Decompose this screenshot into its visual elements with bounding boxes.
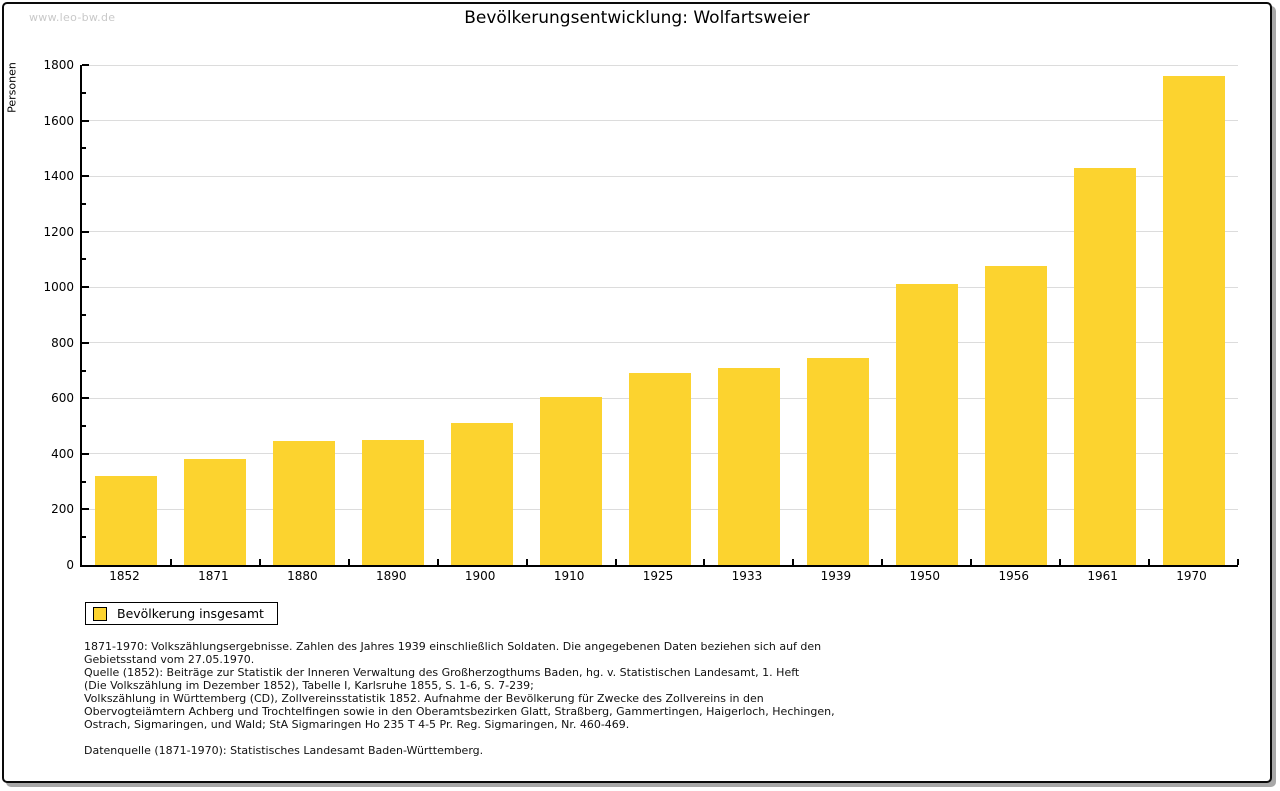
x-axis-tick-label: 1910 [553, 569, 585, 583]
x-axis-tick-label: 1852 [109, 569, 140, 583]
data-source-line: Datenquelle (1871-1970): Statistisches L… [84, 744, 484, 757]
x-axis-tick-label: 1950 [909, 569, 941, 583]
y-axis-tick [82, 314, 86, 316]
x-axis-tick [792, 559, 795, 565]
legend-label: Bevölkerung insgesamt [117, 606, 264, 621]
bar-1852 [95, 476, 158, 565]
y-axis-tick [82, 119, 89, 122]
y-axis-tick-label: 1400 [43, 169, 74, 184]
y-axis-tick [82, 480, 86, 483]
x-axis-tick [1059, 559, 1062, 565]
y-axis-tick-label: 400 [51, 446, 74, 461]
x-axis-tick-label: 1925 [642, 569, 674, 583]
y-axis-tick [82, 64, 89, 66]
bar-1900 [451, 423, 514, 565]
bar-1925 [629, 373, 691, 565]
footnote-line: Ostrach, Sigmaringen, und Wald; StA Sigm… [84, 718, 630, 731]
watermark-text: www.leo-bw.de [29, 11, 116, 24]
x-axis-tick [703, 559, 706, 565]
legend-swatch-icon [93, 606, 107, 621]
x-axis-tick [347, 559, 350, 565]
x-axis-tick-label: 1956 [998, 569, 1029, 583]
x-axis-tick-label: 1939 [820, 569, 852, 583]
x-axis-tick [436, 559, 439, 565]
x-axis-tick [1148, 559, 1151, 565]
x-axis-tick [614, 559, 617, 565]
bar-1880 [273, 441, 336, 565]
bar-1970 [1162, 76, 1225, 565]
y-axis-tick [82, 202, 86, 205]
footnote-line: Volkszählung in Württemberg (CD), Zollve… [84, 692, 764, 705]
footnote-line: Obervogteiämtern Achberg und Trochtelfin… [84, 705, 835, 718]
x-axis-tick-label: 1970 [1176, 569, 1207, 583]
bar-1890 [362, 440, 425, 565]
y-axis-tick-label: 800 [51, 335, 74, 350]
y-axis-tick [82, 508, 89, 511]
legend-box: Bevölkerung insgesamt [85, 602, 278, 625]
bar-1939 [806, 358, 869, 565]
x-axis-tick [525, 559, 528, 565]
y-axis-tick [82, 425, 86, 428]
footnote-line: Gebietsstand vom 27.05.1970. [84, 653, 255, 666]
x-axis-tick [970, 559, 973, 565]
footnote-line: 1871-1970: Volkszählungsergebnisse. Zahl… [84, 640, 822, 653]
chart-title: Bevölkerungsentwicklung: Wolfartsweier [464, 8, 810, 28]
x-axis-tick [1237, 559, 1239, 565]
y-axis-tick [82, 175, 89, 178]
y-axis-tick [82, 258, 86, 261]
x-axis-tick-label: 1880 [287, 569, 318, 583]
gridline [82, 64, 1238, 66]
y-axis-tick [82, 452, 89, 455]
y-axis-tick [82, 341, 89, 344]
y-axis-tick-label: 200 [51, 502, 74, 517]
y-axis-tick-label: 1200 [43, 224, 74, 239]
y-axis-tick [82, 369, 86, 372]
gridline [82, 120, 1238, 122]
gridline [82, 175, 1238, 177]
x-axis-tick-label: 1900 [464, 569, 496, 583]
y-axis-tick-label: 600 [51, 391, 74, 406]
gridline [82, 231, 1238, 233]
bar-1950 [895, 284, 958, 565]
gridline [82, 342, 1238, 344]
y-axis-tick [82, 286, 89, 289]
x-axis-tick [881, 559, 884, 565]
bar-1961 [1073, 167, 1136, 565]
footnote-block: 1871-1970: Volkszählungsergebnisse. Zahl… [84, 640, 835, 731]
y-axis-tick [82, 147, 86, 150]
y-axis-tick-label: 1000 [43, 280, 74, 295]
y-axis-tick-label: 1600 [43, 113, 74, 128]
bar-1933 [717, 367, 780, 565]
x-axis-tick [258, 559, 261, 565]
x-axis-tick-label: 1890 [375, 569, 407, 583]
y-axis-tick [82, 536, 86, 539]
y-axis-tick-label: 0 [66, 558, 74, 572]
bar-1871 [184, 459, 247, 565]
page-frame: www.leo-bw.de Bevölkerungsentwicklung: W… [2, 2, 1272, 783]
y-axis-tick [82, 91, 86, 94]
x-axis-tick-label: 1933 [731, 569, 763, 583]
footnote-line: Quelle (1852): Beiträge zur Statistik de… [84, 666, 800, 679]
x-axis-tick-label: 1961 [1087, 569, 1118, 583]
y-axis-tick [82, 230, 89, 233]
y-axis-tick [82, 397, 89, 400]
x-axis-tick [169, 559, 172, 565]
x-axis-tick-label: 1871 [198, 569, 229, 583]
gridline [82, 286, 1238, 288]
bar-1956 [984, 266, 1047, 565]
bar-1910 [540, 396, 603, 565]
y-axis-tick-label: 1800 [43, 58, 74, 72]
footnote-line: (Die Volkszählung im Dezember 1852), Tab… [84, 679, 534, 692]
plot-area [80, 64, 1239, 567]
